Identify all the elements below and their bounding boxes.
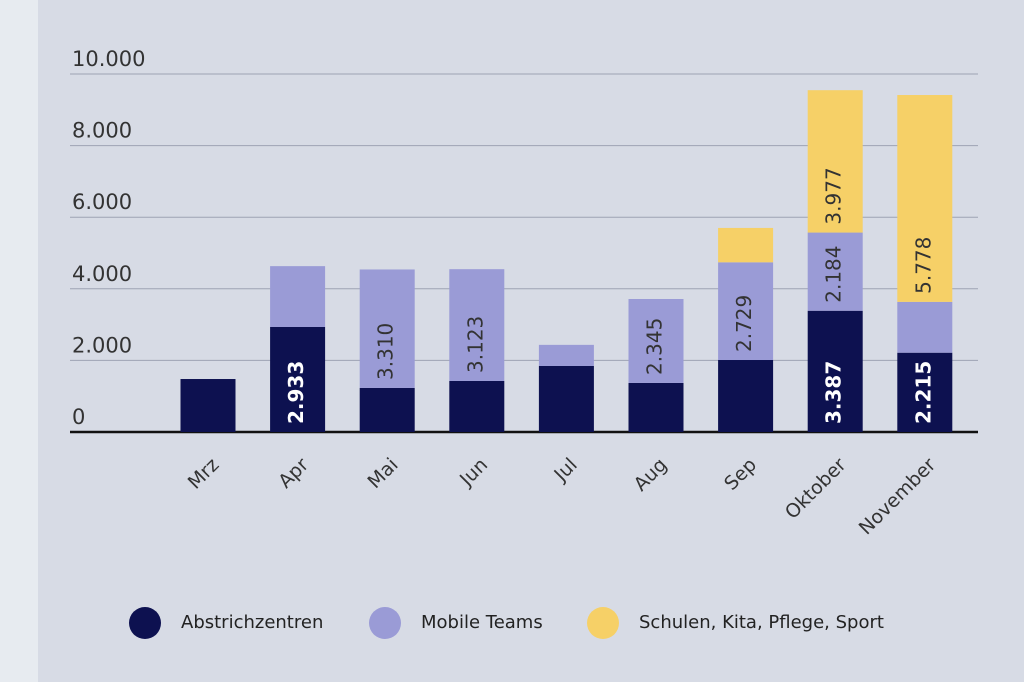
value-label: 3.123 (463, 316, 487, 373)
bar-segment (718, 227, 774, 263)
bar-segment (897, 301, 953, 353)
bar-segment (628, 382, 684, 432)
bar-segment (807, 90, 863, 233)
value-label: 2.729 (732, 295, 756, 352)
y-tick-label: 8.000 (72, 119, 132, 143)
y-tick-label: 2.000 (72, 333, 132, 357)
bar-segment (359, 387, 415, 432)
plot-background (38, 0, 1024, 682)
legend-label: Schulen, Kita, Pflege, Sport (639, 612, 884, 633)
value-label: 2.215 (911, 361, 935, 424)
bar-segment (807, 310, 863, 432)
value-label: 5.778 (911, 237, 935, 294)
legend-marker (369, 607, 401, 639)
bar-segment (718, 262, 774, 361)
bar-segment (180, 379, 236, 432)
bar-segment (270, 326, 326, 432)
legend-marker (129, 607, 161, 639)
y-tick-label: 6.000 (72, 190, 132, 214)
bar-segment (718, 360, 774, 432)
value-label: 2.933 (284, 361, 308, 424)
bar-segment (897, 352, 953, 432)
value-label: 2.345 (643, 318, 667, 375)
bar-segment (359, 269, 415, 388)
side-strip (0, 0, 38, 682)
bar-segment (270, 266, 326, 327)
value-label: 2.184 (822, 245, 846, 302)
y-tick-label: 10.000 (72, 47, 145, 71)
value-label: 3.310 (374, 323, 398, 380)
bar-segment (449, 269, 505, 381)
y-tick-label: 0 (72, 405, 85, 429)
bar-segment (538, 344, 594, 366)
value-label: 3.387 (822, 361, 846, 424)
y-tick-label: 4.000 (72, 262, 132, 286)
value-label: 3.977 (822, 167, 846, 224)
legend-marker (587, 607, 619, 639)
bar-segment (538, 365, 594, 432)
legend-label: Mobile Teams (421, 612, 543, 633)
bar-segment (449, 380, 505, 432)
bar-segment (897, 95, 953, 302)
legend-label: Abstrichzentren (181, 612, 323, 633)
bar-segment (628, 299, 684, 383)
bar-segment (807, 232, 863, 311)
